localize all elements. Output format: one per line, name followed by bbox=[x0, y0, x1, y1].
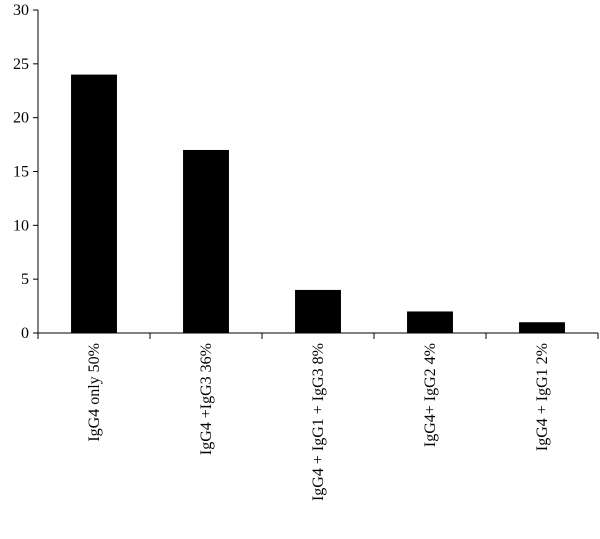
category-labels: IgG4 only 50% IgG4 +IgG3 36% IgG4 + IgG1 +… bbox=[86, 343, 551, 501]
bar bbox=[519, 322, 565, 333]
category-label: IgG4 + IgG1 2% bbox=[534, 343, 551, 451]
y-tick-label: 25 bbox=[13, 56, 29, 73]
category-label: IgG4+ IgG2 4% bbox=[422, 343, 439, 447]
bar bbox=[71, 74, 117, 333]
category-label: IgG4 + IgG1 + IgG3 8% bbox=[310, 343, 327, 501]
bar bbox=[407, 311, 453, 333]
y-axis: 0 5 10 15 20 25 30 bbox=[13, 2, 39, 342]
y-tick-label: 5 bbox=[21, 271, 29, 288]
category-label: IgG4 +IgG3 36% bbox=[198, 343, 215, 455]
bar bbox=[295, 289, 341, 333]
y-tick-label: 0 bbox=[21, 325, 29, 342]
y-tick-label: 20 bbox=[13, 110, 29, 127]
y-tick-label: 10 bbox=[13, 217, 29, 234]
x-axis bbox=[37, 332, 599, 339]
bars bbox=[71, 74, 565, 333]
category-label: IgG4 only 50% bbox=[86, 343, 103, 442]
y-tick-label: 15 bbox=[13, 164, 29, 181]
y-tick-label: 30 bbox=[13, 2, 29, 19]
bar bbox=[183, 149, 229, 333]
